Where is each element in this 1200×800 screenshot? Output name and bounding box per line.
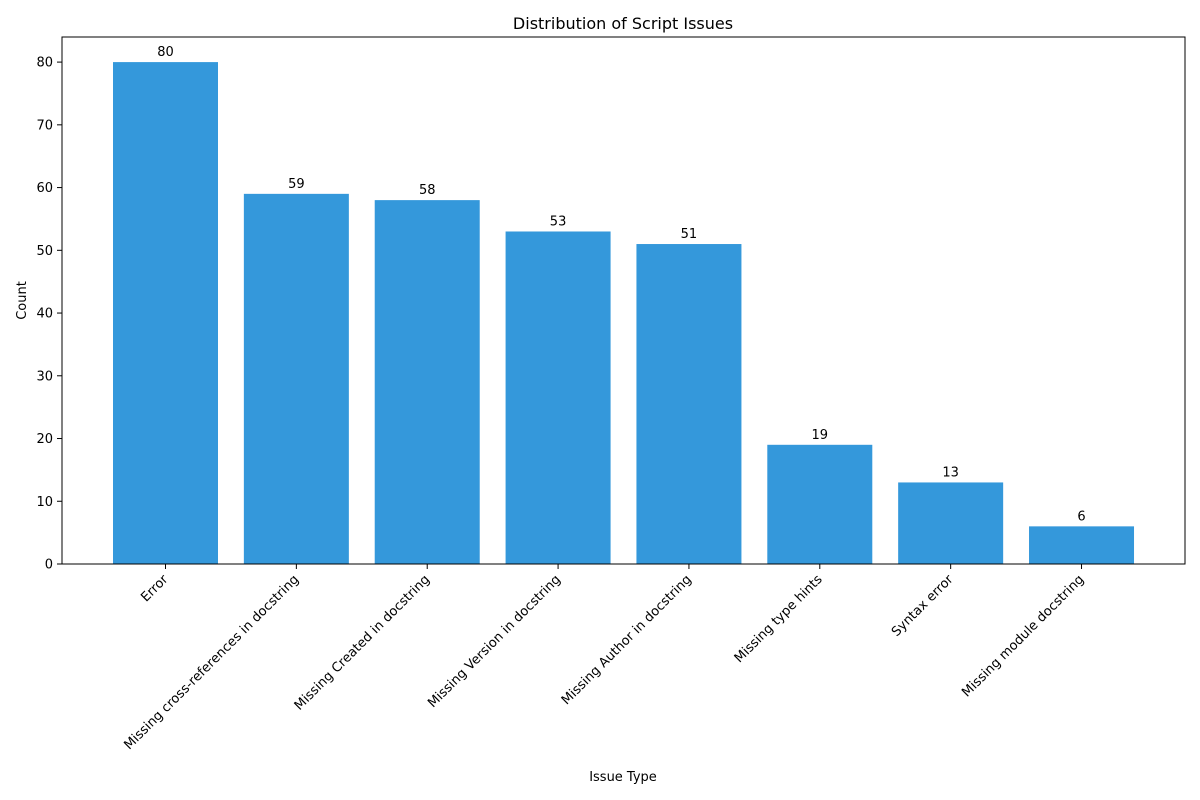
x-tick-label: Missing Created in docstring xyxy=(292,572,433,713)
plot-frame xyxy=(61,36,1186,565)
x-tick-label: Error xyxy=(138,572,171,605)
x-tick-label: Missing module docstring xyxy=(959,572,1087,700)
data-labels-group: 80 59 58 53 51 19 13 6 xyxy=(157,45,1085,524)
y-axis-title: Count xyxy=(15,281,30,320)
y-tick-label: 10 xyxy=(36,495,53,510)
bar xyxy=(898,482,1004,564)
bars-group xyxy=(113,62,1135,565)
bar-value-label: 19 xyxy=(812,428,829,443)
y-tick-label: 80 xyxy=(36,56,53,71)
bar-value-label: 53 xyxy=(550,214,567,229)
y-tick-label: 30 xyxy=(36,369,53,384)
y-tick-label: 0 xyxy=(45,558,53,573)
y-tick-label: 20 xyxy=(36,432,53,447)
x-axis-title: Issue Type xyxy=(589,770,657,785)
chart-title: Distribution of Script Issues xyxy=(513,14,733,33)
bar xyxy=(1029,526,1135,564)
x-tick-label: Missing Version in docstring xyxy=(425,572,564,711)
bar xyxy=(243,193,349,564)
x-tick-label: Syntax error xyxy=(889,572,957,640)
bar-value-label: 6 xyxy=(1077,509,1085,524)
bar xyxy=(505,231,611,564)
bar xyxy=(636,244,742,565)
x-tick-label: Missing Author in docstring xyxy=(559,572,695,708)
y-axis: 0 10 20 30 40 50 60 70 80 xyxy=(36,56,62,573)
bar xyxy=(767,444,873,564)
bar xyxy=(113,62,218,564)
bar-value-label: 58 xyxy=(419,183,436,198)
bar-value-label: 51 xyxy=(681,227,698,242)
y-tick-label: 50 xyxy=(36,244,53,259)
x-tick-label: Missing type hints xyxy=(732,572,826,666)
bar-value-label: 59 xyxy=(288,177,305,192)
bar-value-label: 13 xyxy=(942,465,959,480)
y-tick-label: 40 xyxy=(36,307,53,322)
y-tick-label: 70 xyxy=(36,118,53,133)
bar-value-label: 80 xyxy=(157,45,174,60)
bar xyxy=(374,200,480,564)
y-tick-label: 60 xyxy=(36,181,53,196)
